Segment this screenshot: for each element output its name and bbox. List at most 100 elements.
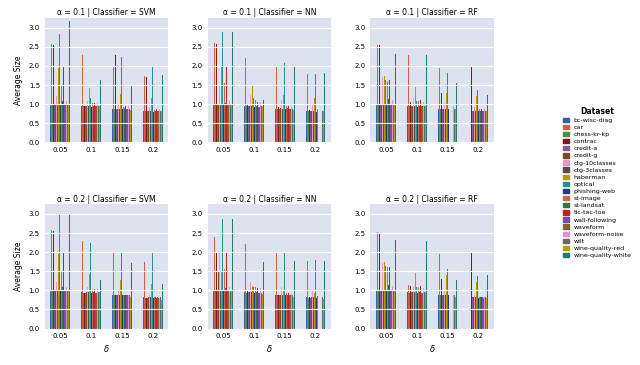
Bar xyxy=(424,292,426,328)
Bar xyxy=(472,111,474,142)
Bar xyxy=(386,104,387,142)
Bar xyxy=(407,106,408,142)
Bar xyxy=(250,281,251,328)
Bar xyxy=(143,111,144,142)
Bar xyxy=(277,295,278,328)
Bar xyxy=(98,292,99,328)
Bar xyxy=(252,85,253,142)
Bar xyxy=(232,32,233,142)
Bar xyxy=(225,288,226,328)
Bar xyxy=(147,111,148,142)
Bar xyxy=(380,290,381,328)
Bar xyxy=(153,112,154,142)
Bar xyxy=(381,290,382,328)
Bar xyxy=(394,104,395,142)
Bar xyxy=(485,297,486,328)
Bar xyxy=(255,287,256,328)
Bar xyxy=(248,106,249,142)
Bar xyxy=(316,112,317,142)
Bar xyxy=(113,66,114,142)
Bar xyxy=(319,111,321,142)
Bar xyxy=(122,295,123,328)
Bar xyxy=(477,90,478,142)
Bar xyxy=(424,106,426,142)
Bar xyxy=(124,295,125,328)
Bar xyxy=(220,292,221,328)
Bar xyxy=(84,293,85,328)
X-axis label: δ: δ xyxy=(429,345,435,354)
Bar xyxy=(324,73,325,142)
Bar xyxy=(87,101,88,142)
Bar xyxy=(216,252,217,328)
Bar xyxy=(407,292,408,328)
Bar xyxy=(118,291,119,328)
Bar xyxy=(67,290,68,328)
Bar xyxy=(442,109,443,142)
Bar xyxy=(229,287,230,328)
Bar xyxy=(256,106,257,142)
Bar xyxy=(246,293,247,328)
Bar xyxy=(117,295,118,328)
Bar xyxy=(412,106,413,142)
Bar xyxy=(127,295,128,328)
Bar xyxy=(125,106,126,142)
Bar xyxy=(58,68,60,142)
Bar xyxy=(279,109,280,142)
Bar xyxy=(100,81,101,142)
Bar xyxy=(420,293,422,328)
Bar xyxy=(128,295,129,328)
Bar xyxy=(116,109,117,142)
Bar xyxy=(252,286,253,328)
Bar xyxy=(454,109,456,142)
Bar xyxy=(54,104,55,142)
Bar xyxy=(253,99,254,142)
Bar xyxy=(259,107,260,142)
Bar xyxy=(444,290,445,328)
Bar xyxy=(441,93,442,142)
Bar xyxy=(282,295,283,328)
Bar xyxy=(308,297,310,328)
Bar xyxy=(224,269,225,328)
Bar xyxy=(83,293,84,328)
Bar xyxy=(89,274,90,328)
Bar xyxy=(324,261,325,328)
Bar xyxy=(391,292,392,328)
Bar xyxy=(379,45,380,142)
Bar xyxy=(275,109,276,142)
Bar xyxy=(230,104,231,142)
Bar xyxy=(281,100,282,142)
Bar xyxy=(82,54,83,142)
Bar xyxy=(415,87,416,142)
Bar xyxy=(321,296,323,328)
Bar xyxy=(114,295,115,328)
Bar xyxy=(418,101,419,142)
Bar xyxy=(411,106,412,142)
Bar xyxy=(62,287,63,328)
Bar xyxy=(65,292,66,328)
Bar xyxy=(221,66,222,142)
Bar xyxy=(55,290,56,328)
Bar xyxy=(416,287,417,328)
Bar xyxy=(95,293,96,328)
Bar xyxy=(60,290,61,328)
Bar xyxy=(130,297,131,328)
Bar xyxy=(89,88,90,142)
Bar xyxy=(381,104,382,142)
Bar xyxy=(409,293,410,328)
Bar xyxy=(476,282,477,328)
Bar xyxy=(253,287,254,328)
Bar xyxy=(130,110,131,142)
Bar xyxy=(476,96,477,142)
Bar xyxy=(64,104,65,142)
Bar xyxy=(162,284,163,328)
Bar xyxy=(479,297,481,328)
Bar xyxy=(255,100,256,142)
Bar xyxy=(380,104,381,142)
Bar xyxy=(283,95,284,142)
Bar xyxy=(65,105,66,142)
Bar xyxy=(159,111,161,142)
Bar xyxy=(94,103,95,142)
Bar xyxy=(411,292,412,328)
Bar xyxy=(418,287,419,328)
Bar xyxy=(113,252,114,328)
